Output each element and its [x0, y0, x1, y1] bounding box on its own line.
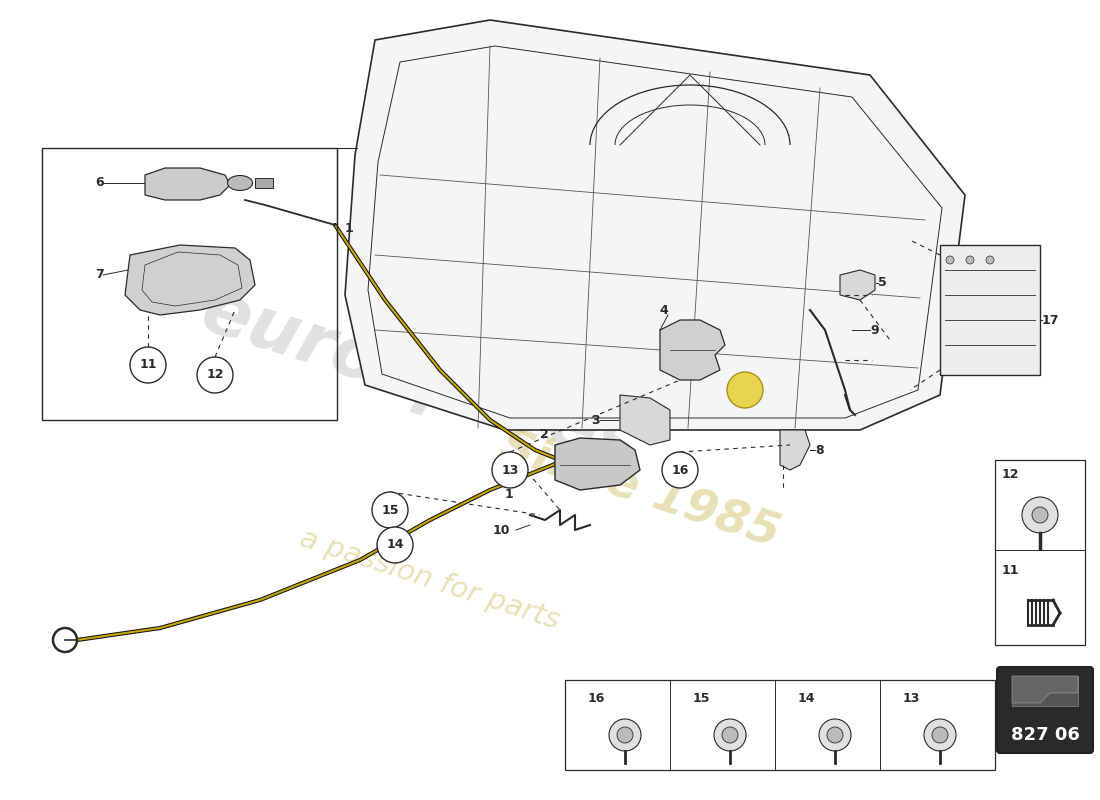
Ellipse shape: [228, 175, 253, 190]
Text: 16: 16: [588, 691, 605, 705]
Circle shape: [492, 452, 528, 488]
Text: Since 1985: Since 1985: [494, 423, 785, 557]
Bar: [565, 680, 996, 770]
Polygon shape: [780, 430, 810, 470]
Text: 12: 12: [1002, 469, 1020, 482]
Text: 7: 7: [95, 269, 103, 282]
Circle shape: [924, 719, 956, 751]
FancyBboxPatch shape: [940, 245, 1040, 375]
Text: 2: 2: [540, 429, 549, 442]
Text: 11: 11: [140, 358, 156, 371]
Circle shape: [372, 492, 408, 528]
Bar: [42, 148, 337, 420]
Text: 12: 12: [207, 369, 223, 382]
Circle shape: [197, 357, 233, 393]
Circle shape: [130, 347, 166, 383]
Circle shape: [966, 256, 974, 264]
Text: 13: 13: [903, 691, 921, 705]
Text: 1: 1: [345, 222, 354, 234]
Bar: [996, 460, 1085, 645]
Circle shape: [727, 372, 763, 408]
Text: 11: 11: [1002, 563, 1020, 577]
Circle shape: [714, 719, 746, 751]
Polygon shape: [125, 245, 255, 315]
Circle shape: [722, 727, 738, 743]
Polygon shape: [145, 168, 230, 200]
Text: 10: 10: [493, 523, 510, 537]
Circle shape: [617, 727, 632, 743]
Circle shape: [662, 452, 698, 488]
Polygon shape: [345, 20, 965, 430]
Text: 15: 15: [693, 691, 711, 705]
Circle shape: [946, 256, 954, 264]
Polygon shape: [1012, 676, 1078, 703]
Polygon shape: [620, 395, 670, 445]
Bar: [1012, 676, 1078, 706]
Circle shape: [1032, 507, 1048, 523]
Text: 14: 14: [386, 538, 404, 551]
Circle shape: [827, 727, 843, 743]
Text: 5: 5: [878, 277, 887, 290]
Text: 13: 13: [502, 463, 519, 477]
Text: 9: 9: [870, 323, 879, 337]
Text: 6: 6: [95, 177, 103, 190]
Text: 16: 16: [671, 463, 689, 477]
Circle shape: [932, 727, 948, 743]
Text: 15: 15: [382, 503, 398, 517]
Polygon shape: [840, 270, 874, 300]
Bar: [255, 178, 273, 188]
Circle shape: [609, 719, 641, 751]
Text: 4: 4: [659, 303, 668, 317]
Text: 3: 3: [592, 414, 600, 426]
Text: 17: 17: [1042, 314, 1059, 326]
Polygon shape: [660, 320, 725, 380]
Text: 14: 14: [798, 691, 815, 705]
FancyBboxPatch shape: [997, 667, 1093, 753]
Text: 827 06: 827 06: [1011, 726, 1079, 744]
Circle shape: [377, 527, 412, 563]
Circle shape: [53, 628, 77, 652]
Circle shape: [820, 719, 851, 751]
Text: a passion for parts: a passion for parts: [296, 525, 563, 635]
Circle shape: [1022, 497, 1058, 533]
Polygon shape: [556, 438, 640, 490]
Text: eurospares: eurospares: [192, 277, 648, 483]
Text: 1: 1: [505, 489, 514, 502]
Text: 8: 8: [815, 443, 824, 457]
Circle shape: [986, 256, 994, 264]
